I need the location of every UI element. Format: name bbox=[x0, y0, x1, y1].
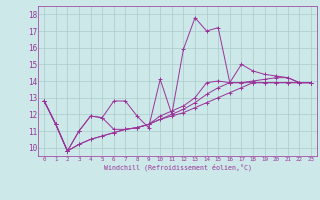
X-axis label: Windchill (Refroidissement éolien,°C): Windchill (Refroidissement éolien,°C) bbox=[104, 164, 252, 171]
